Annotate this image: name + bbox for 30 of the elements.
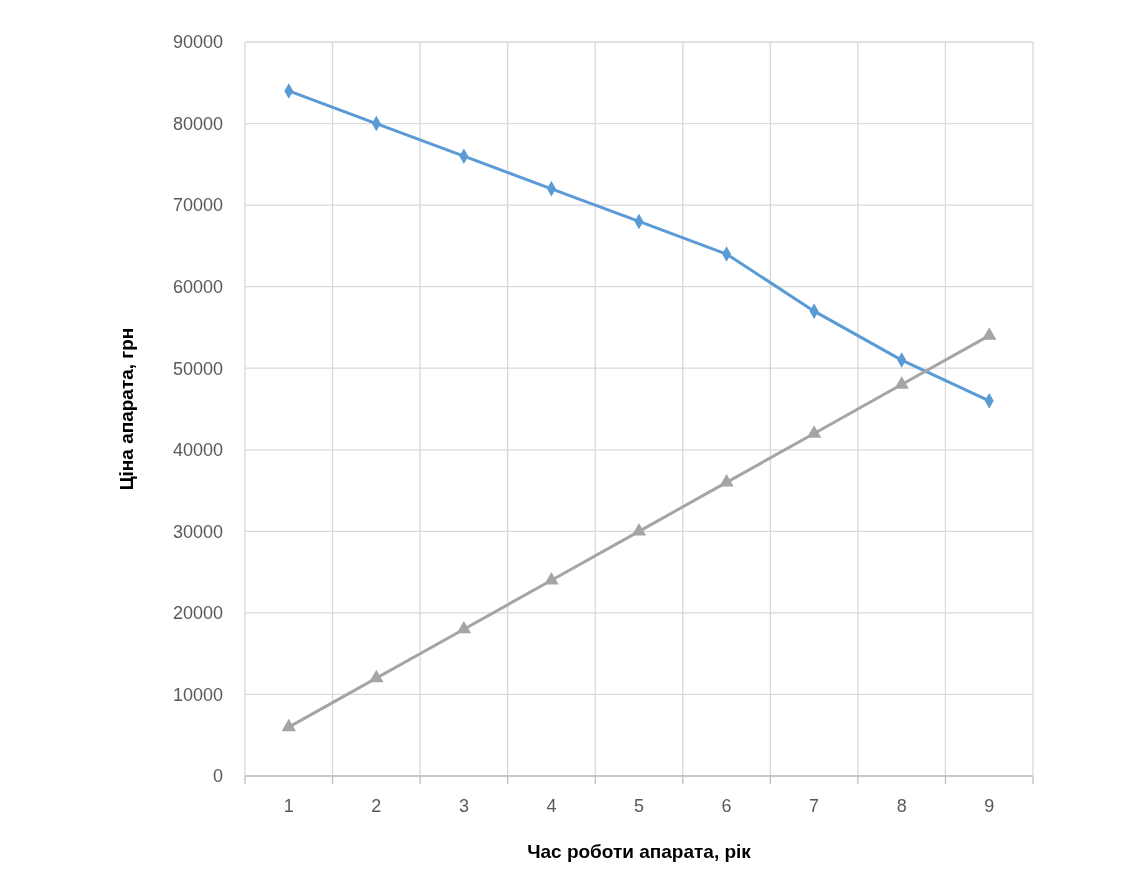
point [281, 718, 296, 732]
x-tick-label: 2 [371, 796, 382, 816]
point [806, 425, 822, 438]
x-tick-label: 4 [546, 796, 557, 816]
y-tick-label: 20000 [172, 603, 223, 624]
y-tick-label: 0 [212, 766, 223, 787]
point [456, 620, 472, 634]
y-tick-label: 70000 [172, 195, 223, 216]
x-tick-label: 9 [984, 796, 995, 816]
x-tick-label: 7 [809, 796, 820, 816]
x-tick-label: 3 [458, 796, 469, 816]
point [544, 571, 559, 585]
x-tick-label: 6 [721, 796, 732, 816]
y-tick-label: 80000 [172, 113, 223, 134]
point [631, 523, 647, 536]
point [982, 327, 997, 340]
x-axis-title: Час роботи апарата, рік [527, 841, 752, 862]
y-tick-label: 30000 [172, 521, 223, 542]
point [894, 376, 909, 389]
point [369, 669, 384, 683]
y-tick-label: 10000 [172, 684, 223, 705]
x-tick-label: 5 [633, 796, 645, 816]
x-tick-label: 8 [896, 796, 907, 816]
point [719, 474, 734, 487]
y-tick-label: 50000 [172, 358, 223, 379]
y-tick-label: 60000 [172, 276, 223, 297]
y-axis-title: Ціна апарата, грн [116, 327, 137, 491]
x-tick-label: 1 [283, 796, 294, 816]
y-tick-label: 40000 [172, 440, 223, 461]
y-tick-label: 90000 [172, 32, 223, 53]
